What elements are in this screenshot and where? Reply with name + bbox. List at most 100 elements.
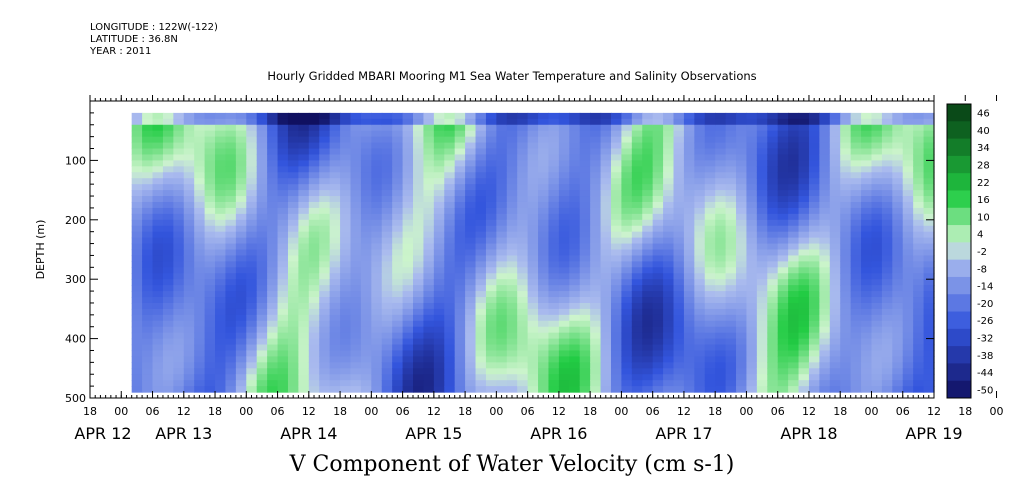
heatmap-cell (287, 178, 299, 185)
heatmap-cell (923, 213, 935, 221)
heatmap-cell (517, 279, 529, 286)
heatmap-cell (600, 184, 612, 191)
heatmap-cell (485, 112, 497, 120)
heatmap-cell (621, 386, 633, 393)
heatmap-cell (360, 118, 372, 126)
heatmap-cell (225, 243, 237, 251)
heatmap-cell (861, 291, 873, 298)
heatmap-cell (861, 344, 873, 352)
heatmap-cell (381, 255, 393, 262)
heatmap-cell (683, 172, 695, 179)
heatmap-cell (538, 285, 550, 292)
heatmap-cell (777, 148, 789, 156)
heatmap-cell (538, 314, 550, 322)
heatmap-cell (736, 225, 748, 233)
heatmap-cell (746, 166, 758, 173)
heatmap-cell (329, 112, 341, 120)
heatmap-cell (558, 314, 570, 322)
heatmap-cell (444, 350, 456, 358)
heatmap-cell (131, 124, 143, 132)
heatmap-cell (527, 332, 539, 340)
x-tick-label: 00 (489, 405, 503, 418)
heatmap-cell (673, 332, 685, 340)
heatmap-cell (621, 142, 633, 150)
heatmap-cell (402, 201, 414, 209)
heatmap-cell (673, 118, 685, 126)
heatmap-cell (767, 243, 779, 251)
heatmap-cell (319, 142, 331, 150)
heatmap-cell (287, 166, 299, 173)
colorbar-segment (947, 104, 971, 122)
heatmap-cell (704, 267, 716, 274)
heatmap-cell (308, 166, 320, 173)
heatmap-cell (517, 326, 529, 334)
heatmap-cell (402, 207, 414, 215)
heatmap-cell (277, 314, 289, 322)
heatmap-cell (392, 112, 404, 120)
heatmap-cell (371, 130, 383, 138)
heatmap-cell (517, 332, 529, 340)
heatmap-cell (746, 291, 758, 298)
heatmap-cell (527, 291, 539, 298)
heatmap-cell (819, 160, 831, 167)
heatmap-cell (350, 130, 362, 138)
heatmap-cell (131, 249, 143, 257)
heatmap-cell (923, 243, 935, 251)
heatmap-cell (840, 142, 852, 150)
heatmap-cell (725, 255, 737, 262)
heatmap-cell (392, 237, 404, 245)
heatmap-cell (287, 285, 299, 292)
heatmap-cell (902, 273, 914, 280)
heatmap-cell (402, 261, 414, 268)
heatmap-cell (881, 207, 893, 215)
date-label: APR 13 (155, 424, 212, 443)
heatmap-cell (444, 130, 456, 138)
heatmap-cell (850, 196, 862, 203)
heatmap-cell (444, 166, 456, 173)
heatmap-cell (485, 225, 497, 233)
heatmap-cell (631, 320, 643, 328)
heatmap-cell (746, 136, 758, 144)
heatmap-cell (704, 374, 716, 381)
heatmap-cell (329, 178, 341, 185)
heatmap-cell (663, 201, 675, 209)
heatmap-cell (788, 362, 800, 369)
heatmap-cell (715, 184, 727, 191)
heatmap-cell (204, 249, 216, 257)
heatmap-cell (600, 326, 612, 334)
heatmap-cell (652, 225, 664, 233)
heatmap-cell (340, 184, 352, 191)
heatmap-cell (475, 350, 487, 358)
heatmap-cell (861, 184, 873, 191)
heatmap-cell (715, 291, 727, 298)
heatmap-cell (371, 190, 383, 197)
heatmap-cell (517, 291, 529, 298)
heatmap-cell (246, 130, 258, 138)
heatmap-cell (652, 201, 664, 209)
heatmap-cell (850, 160, 862, 167)
heatmap-cell (777, 344, 789, 352)
heatmap-cell (704, 231, 716, 239)
heatmap-cell (423, 386, 435, 393)
heatmap-cell (194, 273, 206, 280)
heatmap-cell (131, 356, 143, 363)
heatmap-cell (736, 219, 748, 227)
heatmap-cell (225, 148, 237, 156)
heatmap-cell (287, 172, 299, 179)
heatmap-cell (287, 356, 299, 363)
heatmap-cell (881, 249, 893, 257)
heatmap-cell (861, 380, 873, 387)
date-label: APR 19 (905, 424, 962, 443)
heatmap-cell (590, 231, 602, 239)
heatmap-cell (267, 225, 279, 233)
heatmap-cell (360, 219, 372, 227)
heatmap-cell (850, 231, 862, 239)
heatmap-cell (631, 166, 643, 173)
heatmap-cell (704, 160, 716, 167)
heatmap-cell (496, 255, 508, 262)
heatmap-cell (631, 142, 643, 150)
heatmap-cell (829, 374, 841, 381)
heatmap-cell (173, 374, 185, 381)
heatmap-cell (423, 237, 435, 245)
heatmap-cell (808, 190, 820, 197)
